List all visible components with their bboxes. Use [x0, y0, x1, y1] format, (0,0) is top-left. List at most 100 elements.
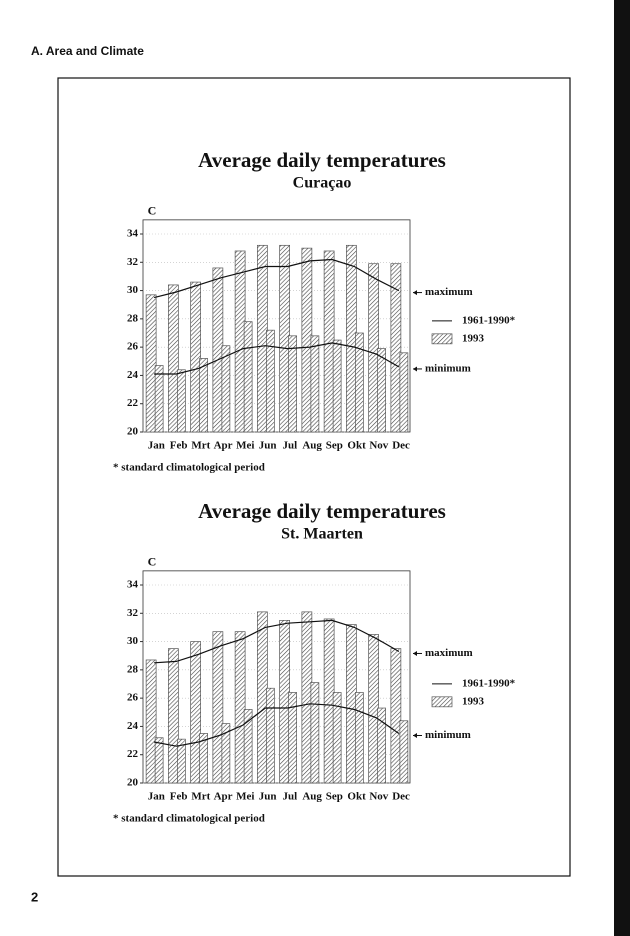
bar [266, 329, 275, 433]
legend-label: 1961-1990* [462, 677, 516, 689]
x-tick-label: Sep [326, 440, 343, 452]
x-tick-label: Mei [236, 791, 254, 803]
bar [266, 687, 275, 784]
bar [346, 244, 357, 433]
line [153, 258, 400, 299]
x-tick-label: Apr [214, 791, 233, 803]
bar [332, 339, 342, 433]
chart-title: Average daily temperatures [198, 499, 446, 523]
bar [190, 281, 201, 433]
y-tick-label: 34 [127, 579, 139, 591]
bar [288, 692, 297, 784]
bar [190, 641, 201, 784]
bar [177, 369, 186, 433]
min-label: minimum [425, 362, 471, 374]
x-tick-label: Nov [369, 440, 388, 452]
bar [399, 720, 409, 784]
x-tick-label: Jan [148, 440, 165, 452]
legend-label: 1961-1990* [462, 314, 516, 326]
bar [323, 250, 335, 433]
bar [355, 332, 364, 433]
y-tick-label: 24 [127, 720, 139, 732]
x-tick-label: Okt [347, 440, 366, 452]
y-tick-label: 26 [127, 692, 139, 704]
chart-subtitle: St. Maarten [281, 526, 363, 543]
arrow-head [413, 650, 417, 656]
x-tick-label: Jul [283, 440, 298, 452]
bar [145, 294, 157, 433]
y-axis-label: C [148, 204, 157, 218]
bar [257, 611, 268, 784]
bar [310, 335, 320, 433]
max-label: maximum [425, 647, 473, 659]
x-tick-label: Okt [347, 791, 366, 803]
x-tick-label: Apr [214, 440, 233, 452]
y-tick-label: 20 [127, 426, 139, 438]
bar [168, 648, 179, 784]
bar [234, 631, 246, 784]
y-tick-label: 20 [127, 777, 139, 789]
header: A. Area and Climate [31, 44, 144, 58]
bar [377, 707, 386, 784]
bar [243, 709, 253, 784]
x-tick-label: Mei [236, 440, 254, 452]
bar [332, 692, 342, 784]
arrow-head [413, 290, 417, 296]
x-tick-label: Dec [392, 440, 410, 452]
bar [221, 345, 231, 433]
legend-swatch [431, 696, 453, 708]
x-tick-label: Jun [259, 440, 277, 452]
page-number: 2 [31, 889, 38, 904]
y-tick-label: 32 [127, 256, 139, 268]
bar [390, 263, 402, 433]
arrow-head [413, 733, 417, 738]
bar [301, 611, 313, 784]
bar [301, 247, 313, 433]
bar [310, 682, 320, 784]
footnote: * standard climatological period [113, 813, 265, 825]
x-tick-label: Mrt [191, 440, 210, 452]
bar [279, 620, 290, 784]
bar [243, 321, 253, 433]
bar [368, 634, 379, 784]
y-tick-label: 28 [127, 663, 139, 675]
footnote: * standard climatological period [113, 462, 265, 474]
legend-label: 1993 [462, 332, 485, 344]
bar [355, 692, 364, 784]
y-tick-label: 30 [127, 284, 139, 296]
y-tick-label: 22 [127, 748, 139, 760]
bar [221, 723, 231, 784]
y-tick-label: 26 [127, 341, 139, 353]
x-tick-label: Mrt [191, 791, 210, 803]
legend-swatch [431, 333, 453, 345]
max-label: maximum [425, 286, 473, 298]
y-axis-label: C [148, 555, 157, 569]
legend-label: 1993 [462, 695, 485, 707]
y-tick-label: 30 [127, 635, 139, 647]
bar [199, 358, 208, 433]
line [153, 703, 400, 747]
x-tick-label: Jun [259, 791, 277, 803]
bar [168, 284, 179, 433]
x-tick-label: Aug [302, 440, 322, 452]
x-tick-label: Sep [326, 791, 343, 803]
line [154, 619, 400, 664]
bar [399, 352, 409, 433]
bar [154, 365, 164, 433]
bar [257, 244, 268, 433]
bar [154, 737, 164, 784]
bar [288, 335, 297, 433]
bar [323, 618, 335, 784]
y-tick-label: 24 [127, 369, 139, 381]
line [154, 342, 400, 375]
y-tick-label: 28 [127, 312, 139, 324]
bar [390, 648, 402, 784]
bar [177, 738, 186, 784]
frame [57, 77, 571, 877]
plot-area [142, 570, 411, 784]
x-tick-label: Feb [170, 791, 188, 803]
bar [377, 348, 386, 433]
chart-subtitle: Curaçao [293, 175, 352, 192]
arrow-head [413, 366, 417, 372]
